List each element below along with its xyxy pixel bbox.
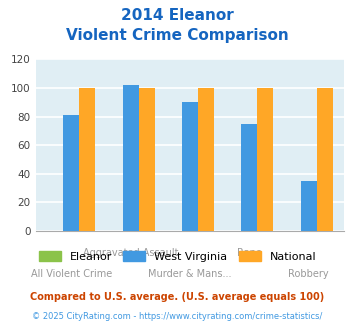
Bar xyxy=(301,181,317,231)
Text: © 2025 CityRating.com - https://www.cityrating.com/crime-statistics/: © 2025 CityRating.com - https://www.city… xyxy=(32,312,323,321)
Text: Aggravated Assault: Aggravated Assault xyxy=(83,248,178,258)
Bar xyxy=(182,102,198,231)
Bar xyxy=(317,88,333,231)
Bar xyxy=(257,88,273,231)
Text: Compared to U.S. average. (U.S. average equals 100): Compared to U.S. average. (U.S. average … xyxy=(31,292,324,302)
Text: 2014 Eleanor: 2014 Eleanor xyxy=(121,8,234,23)
Text: Murder & Mans...: Murder & Mans... xyxy=(148,269,232,279)
Bar xyxy=(122,85,138,231)
Bar xyxy=(79,88,95,231)
Bar xyxy=(138,88,154,231)
Bar xyxy=(198,88,214,231)
Bar xyxy=(63,115,79,231)
Text: All Violent Crime: All Violent Crime xyxy=(31,269,112,279)
Text: Rape: Rape xyxy=(237,248,262,258)
Text: Robbery: Robbery xyxy=(288,269,329,279)
Bar xyxy=(241,124,257,231)
Legend: Eleanor, West Virginia, National: Eleanor, West Virginia, National xyxy=(34,247,321,267)
Text: Violent Crime Comparison: Violent Crime Comparison xyxy=(66,28,289,43)
